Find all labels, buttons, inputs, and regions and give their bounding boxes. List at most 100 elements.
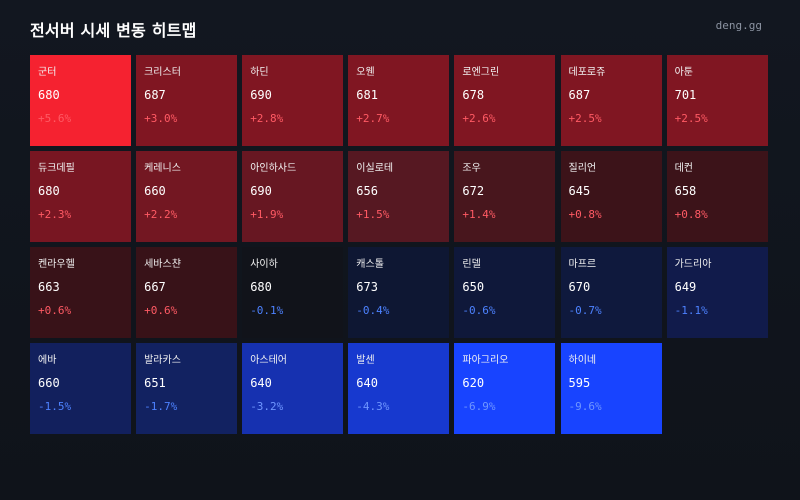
- heatmap-cell[interactable]: 데포로쥬 687 +2.5%: [560, 55, 662, 146]
- server-name: 데포로쥬: [568, 67, 606, 78]
- heatmap-cell[interactable]: 켄라우헬 663 +0.6%: [30, 247, 131, 338]
- server-name: 발라카스: [144, 355, 181, 366]
- price-value: 673: [356, 280, 378, 294]
- change-percent: -0.6%: [462, 304, 496, 317]
- heatmap-cell[interactable]: 린델 650 -0.6%: [454, 247, 556, 338]
- heatmap-cell[interactable]: 하이네 595 -9.6%: [560, 343, 662, 434]
- price-value: 701: [674, 88, 697, 102]
- heatmap-cell[interactable]: 이실로테 656 +1.5%: [348, 151, 450, 242]
- change-percent: +3.0%: [144, 112, 178, 125]
- price-value: 620: [462, 376, 485, 390]
- change-percent: +1.4%: [462, 208, 496, 221]
- heatmap-cell[interactable]: 에바 660 -1.5%: [30, 343, 131, 434]
- heatmap-cell[interactable]: 파아그리오 620 -6.9%: [454, 343, 556, 434]
- server-name: 발센: [356, 355, 375, 366]
- change-percent: -0.4%: [356, 304, 390, 317]
- server-name: 에바: [38, 355, 57, 366]
- server-name: 켄라우헬: [38, 259, 75, 270]
- change-percent: -1.5%: [38, 400, 72, 413]
- server-name: 파아그리오: [462, 355, 509, 366]
- server-name: 아툰: [674, 67, 693, 78]
- heatmap-cell[interactable]: 발센 640 -4.3%: [348, 343, 450, 434]
- price-value: 680: [38, 184, 60, 198]
- server-name: 하이네: [568, 355, 597, 366]
- price-value: 651: [144, 376, 166, 390]
- heatmap-cell[interactable]: 오웬 681 +2.7%: [348, 55, 450, 146]
- change-percent: -4.3%: [356, 400, 390, 413]
- change-percent: +2.7%: [356, 112, 390, 125]
- change-percent: -6.9%: [462, 400, 496, 413]
- server-name: 크리스터: [144, 67, 181, 78]
- change-percent: -1.7%: [144, 400, 178, 413]
- price-value: 595: [568, 376, 591, 390]
- server-name: 린델: [462, 259, 481, 270]
- change-percent: +2.5%: [674, 112, 708, 125]
- heatmap-cell[interactable]: 마프르 670 -0.7%: [560, 247, 662, 338]
- server-name: 데컨: [674, 163, 693, 174]
- price-value: 687: [144, 88, 166, 102]
- server-name: 아인하사드: [250, 163, 297, 174]
- server-name: 조우: [462, 163, 481, 174]
- price-value: 656: [356, 184, 378, 198]
- heatmap-cell[interactable]: 크리스터 687 +3.0%: [136, 55, 238, 146]
- change-percent: +2.6%: [462, 112, 496, 125]
- change-percent: +2.2%: [144, 208, 178, 221]
- heatmap-cell[interactable]: 세바스챤 667 +0.6%: [136, 247, 238, 338]
- heatmap-cell[interactable]: 아스테어 640 -3.2%: [242, 343, 344, 434]
- heatmap-cell[interactable]: 조우 672 +1.4%: [454, 151, 556, 242]
- change-percent: +2.5%: [568, 112, 602, 125]
- price-value: 672: [462, 184, 485, 198]
- server-name: 마프르: [568, 259, 597, 270]
- server-name: 아스테어: [250, 355, 287, 366]
- heatmap-cell[interactable]: 로엔그린 678 +2.6%: [454, 55, 556, 146]
- brand-label: deng.gg: [715, 19, 762, 32]
- price-value: 663: [38, 280, 60, 294]
- change-percent: -3.2%: [250, 400, 284, 413]
- price-value: 670: [568, 280, 591, 294]
- server-name: 듀크데필: [38, 163, 75, 174]
- heatmap-cell[interactable]: 아인하사드 690 +1.9%: [242, 151, 344, 242]
- change-percent: +1.9%: [250, 208, 284, 221]
- change-percent: +5.6%: [38, 112, 72, 125]
- server-name: 이실로테: [356, 163, 394, 174]
- price-value: 660: [38, 376, 60, 390]
- change-percent: +1.5%: [356, 208, 390, 221]
- server-name: 하딘: [250, 67, 269, 78]
- heatmap-cell[interactable]: 듀크데필 680 +2.3%: [30, 151, 131, 242]
- heatmap-cell[interactable]: 사이하 680 -0.1%: [242, 247, 344, 338]
- change-percent: -0.7%: [568, 304, 602, 317]
- change-percent: +0.6%: [144, 304, 178, 317]
- change-percent: +0.8%: [568, 208, 602, 221]
- price-value: 649: [674, 280, 697, 294]
- change-percent: -9.6%: [568, 400, 602, 413]
- server-name: 케레니스: [144, 163, 181, 174]
- heatmap-grid: 군터 680 +5.6% 크리스터 687 +3.0% 하딘 690 +2.8% 오웬 681 +2.…: [30, 55, 768, 434]
- server-name: 오웬: [356, 67, 375, 78]
- price-value: 690: [250, 88, 272, 102]
- server-name: 가드리아: [674, 259, 712, 270]
- heatmap-cell[interactable]: 캐스톨 673 -0.4%: [348, 247, 450, 338]
- price-value: 680: [38, 88, 60, 102]
- change-percent: -1.1%: [674, 304, 708, 317]
- heatmap-cell[interactable]: 아툰 701 +2.5%: [666, 55, 768, 146]
- heatmap-cell[interactable]: 데컨 658 +0.8%: [666, 151, 768, 242]
- price-value: 687: [568, 88, 591, 102]
- heatmap-cell[interactable]: 하딘 690 +2.8%: [242, 55, 344, 146]
- heatmap-cell[interactable]: 질리언 645 +0.8%: [560, 151, 662, 242]
- heatmap-cell[interactable]: 가드리아 649 -1.1%: [666, 247, 768, 338]
- price-value: 680: [250, 280, 272, 294]
- price-value: 690: [250, 184, 272, 198]
- price-value: 640: [356, 376, 378, 390]
- heatmap-cell[interactable]: 군터 680 +5.6%: [30, 55, 131, 146]
- price-value: 660: [144, 184, 166, 198]
- server-name: 사이하: [250, 259, 278, 270]
- price-value: 658: [674, 184, 697, 198]
- heatmap-cell[interactable]: 케레니스 660 +2.2%: [136, 151, 238, 242]
- server-name: 군터: [38, 67, 57, 78]
- change-percent: +0.6%: [38, 304, 72, 317]
- price-value: 667: [144, 280, 166, 294]
- price-value: 650: [462, 280, 485, 294]
- heatmap-cell[interactable]: 발라카스 651 -1.7%: [136, 343, 238, 434]
- server-name: 질리언: [568, 163, 597, 174]
